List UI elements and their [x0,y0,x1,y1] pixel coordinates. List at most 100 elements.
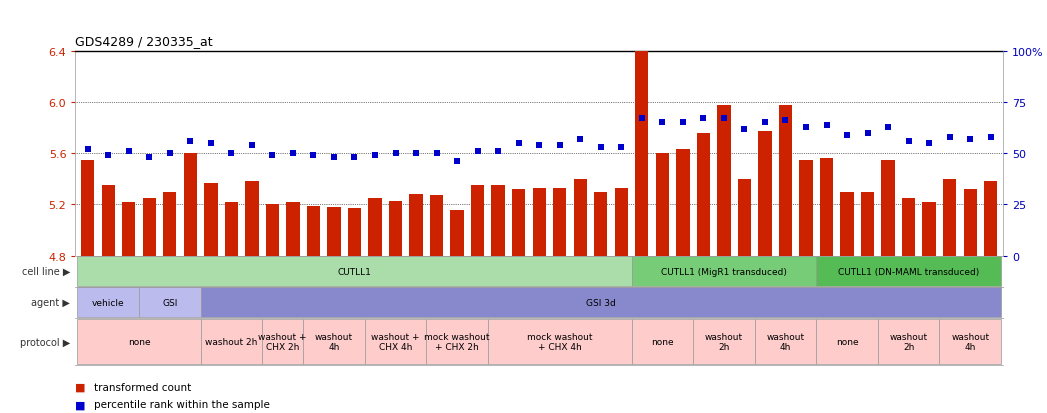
Point [552,142,569,149]
Text: CUTLL1: CUTLL1 [337,267,372,276]
Point [715,116,732,122]
Point [736,126,753,133]
Point [920,140,937,147]
Text: ■: ■ [75,382,86,392]
Point [223,151,240,157]
Bar [963,190,977,256]
Point [490,149,507,155]
Bar [409,195,423,256]
Text: washout
4h: washout 4h [766,332,804,351]
Point [777,118,794,124]
Text: washout
4h: washout 4h [315,332,353,351]
Point [285,151,302,157]
Bar [430,196,443,256]
Bar [655,154,669,256]
Point [879,124,896,131]
Bar [77,256,631,287]
Bar [676,150,690,256]
Bar [631,319,693,365]
Point [161,151,178,157]
Text: mock washout
+ CHX 2h: mock washout + CHX 2h [424,332,490,351]
Bar [631,256,817,287]
Text: washout
4h: washout 4h [951,332,989,351]
Bar [877,319,939,365]
Bar [77,287,139,317]
Bar [533,188,545,256]
Bar [738,179,751,256]
Bar [122,202,135,256]
Point [531,142,548,149]
Bar [139,287,201,317]
Bar [755,319,817,365]
Text: CUTLL1 (DN-MAML transduced): CUTLL1 (DN-MAML transduced) [838,267,979,276]
Point [798,124,815,131]
Text: percentile rank within the sample: percentile rank within the sample [94,399,270,409]
Bar [693,319,755,365]
Bar [163,192,177,256]
Bar [266,205,280,256]
Point [449,159,466,165]
Text: washout +
CHX 4h: washout + CHX 4h [372,332,420,351]
Bar [491,186,505,256]
Bar [225,202,238,256]
Point [305,152,321,159]
Point [654,120,671,126]
Point [612,145,629,151]
Bar [594,192,607,256]
Point [407,151,424,157]
Bar [841,192,853,256]
Bar [183,154,197,256]
Bar [717,105,731,256]
Bar [574,179,587,256]
Bar [426,319,488,365]
Point [818,122,834,128]
Text: protocol ▶: protocol ▶ [20,337,70,347]
Text: agent ▶: agent ▶ [31,297,70,308]
Text: washout +
CHX 2h: washout + CHX 2h [259,332,307,351]
Bar [553,188,566,256]
Bar [922,202,936,256]
Text: ■: ■ [75,399,86,409]
Point [141,154,158,161]
Text: cell line ▶: cell line ▶ [22,266,70,277]
Text: CUTLL1 (MigR1 transduced): CUTLL1 (MigR1 transduced) [661,267,787,276]
Point [982,134,999,141]
Point [202,140,219,147]
Point [347,154,363,161]
Bar [77,319,201,365]
Bar [696,133,710,256]
Point [839,132,855,139]
Point [244,142,261,149]
Text: GSI 3d: GSI 3d [586,298,616,307]
Bar [364,319,426,365]
Bar [262,319,304,365]
Bar [286,202,299,256]
Bar [943,179,956,256]
Bar [245,182,259,256]
Bar [901,199,915,256]
Point [326,154,342,161]
Text: GDS4289 / 230335_at: GDS4289 / 230335_at [75,35,213,47]
Bar [328,207,340,256]
Point [366,152,383,159]
Text: GSI: GSI [162,298,178,307]
Bar [817,319,877,365]
Point [182,138,199,145]
Bar [307,206,320,256]
Bar [450,210,464,256]
Bar [615,188,628,256]
Point [695,116,712,122]
Bar [204,183,218,256]
Text: none: none [651,337,673,346]
Point [99,152,116,159]
Point [674,120,691,126]
Bar [779,105,793,256]
Text: washout
2h: washout 2h [705,332,743,351]
Text: vehicle: vehicle [92,298,125,307]
Text: mock washout
+ CHX 4h: mock washout + CHX 4h [527,332,593,351]
Bar [820,159,833,256]
Bar [636,20,648,256]
Point [633,116,650,122]
Point [757,120,774,126]
Point [428,151,445,157]
